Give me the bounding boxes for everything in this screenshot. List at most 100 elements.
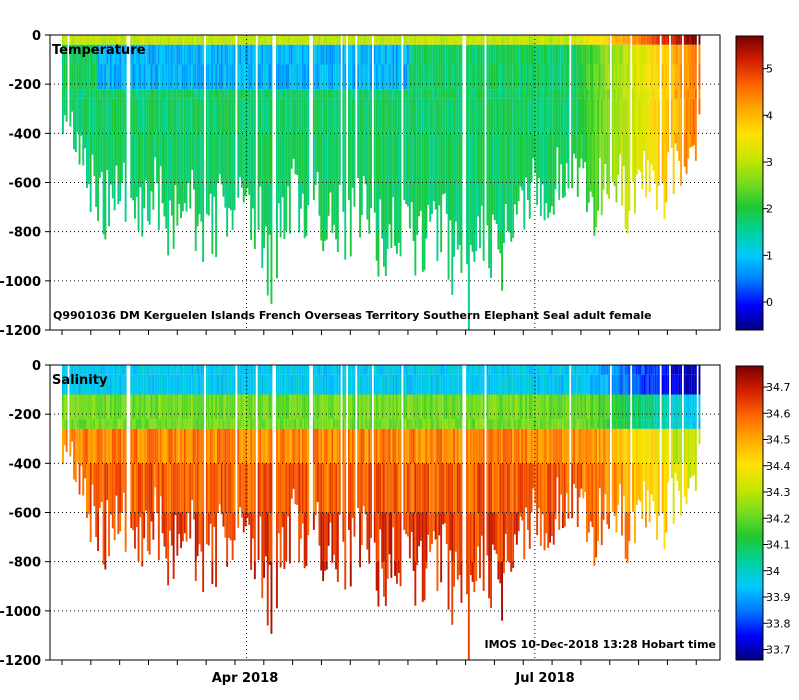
temperature-profile-segment	[455, 133, 457, 183]
salinity-profile-segment	[113, 512, 116, 541]
salinity-profile-segment	[143, 463, 146, 513]
salinity-profile-segment	[514, 365, 516, 375]
temperature-profile-segment	[407, 64, 409, 90]
salinity-profile-segment	[416, 428, 419, 464]
temperature-profile-segment	[338, 35, 341, 45]
temperature-profile-segment	[207, 35, 210, 45]
salinity-profile-segment	[305, 365, 308, 375]
salinity-profile-segment	[432, 428, 435, 464]
temperature-profile-segment	[486, 182, 489, 226]
temperature-profile-segment	[429, 35, 432, 45]
salinity-profile-segment	[650, 365, 653, 375]
temperature-profile-segment	[301, 98, 304, 134]
temperature-profile-segment	[222, 64, 225, 90]
temperature-profile-segment	[362, 64, 365, 90]
temperature-profile-segment	[82, 35, 85, 45]
salinity-profile-segment	[527, 374, 529, 395]
salinity-profile-segment	[392, 428, 395, 464]
salinity-profile-segment	[159, 394, 162, 420]
salinity-profile-segment	[336, 463, 339, 513]
temperature-profile-segment	[178, 98, 181, 134]
temperature-profile-segment	[324, 98, 326, 134]
temperature-profile-segment	[78, 64, 81, 90]
temperature-profile-segment	[562, 98, 564, 134]
temperature-profile-segment	[412, 182, 415, 232]
salinity-profile-segment	[242, 374, 245, 395]
salinity-profile-segment	[447, 394, 450, 420]
salinity-profile-segment	[229, 428, 232, 464]
temperature-profile-segment	[322, 133, 325, 183]
salinity-profile-segment	[626, 394, 629, 420]
salinity-profile-segment	[670, 419, 673, 429]
salinity-profile-segment	[469, 561, 472, 575]
salinity-profile-segment	[419, 374, 422, 395]
salinity-profile-segment	[244, 394, 247, 420]
temperature-profile-segment	[108, 182, 110, 227]
salinity-profile-segment	[434, 428, 437, 464]
salinity-profile-segment	[324, 365, 326, 375]
salinity-profile-segment	[554, 512, 557, 520]
temperature-profile-segment	[525, 64, 527, 90]
salinity-profile-segment	[135, 365, 138, 375]
salinity-profile-segment	[187, 512, 190, 514]
temperature-profile-segment	[209, 35, 212, 45]
salinity-profile-segment	[571, 463, 574, 513]
salinity-profile-segment	[689, 365, 692, 375]
temperature-profile-segment	[69, 35, 72, 45]
salinity-profile-segment	[482, 374, 485, 395]
salinity-profile-segment	[303, 419, 306, 429]
salinity-profile-segment	[134, 428, 136, 464]
salinity-profile-segment	[447, 428, 450, 464]
salinity-profile-segment	[499, 512, 502, 562]
temperature-profile-segment	[527, 98, 529, 134]
temperature-profile-segment	[137, 182, 140, 231]
temperature-profile-segment	[115, 98, 118, 134]
salinity-profile-segment	[377, 561, 380, 607]
temperature-profile-segment	[580, 89, 583, 99]
temperature-profile-segment	[394, 133, 396, 183]
temperature-profile-segment	[246, 89, 249, 99]
temperature-profile-segment	[621, 133, 623, 183]
salinity-profile-segment	[650, 374, 653, 395]
temperature-profile-segment	[71, 89, 74, 99]
temperature-profile-segment	[534, 133, 537, 174]
salinity-profile-segment	[600, 463, 603, 513]
temperature-profile-segment	[261, 182, 264, 232]
salinity-profile-segment	[351, 512, 354, 518]
temperature-profile-segment	[327, 89, 330, 99]
salinity-profile-segment	[229, 394, 232, 420]
salinity-profile-segment	[453, 428, 455, 464]
temperature-profile-segment	[508, 231, 511, 233]
salinity-profile-segment	[541, 512, 544, 515]
temperature-profile-segment	[248, 98, 251, 134]
temperature-profile-segment	[285, 64, 288, 90]
salinity-profile-segment	[303, 512, 306, 562]
salinity-profile-segment	[183, 374, 186, 395]
salinity-profile-segment	[397, 374, 400, 395]
salinity-profile-segment	[318, 394, 321, 420]
salinity-profile-segment	[189, 374, 192, 395]
temperature-profile-segment	[381, 64, 384, 90]
salinity-profile-segment	[270, 374, 273, 395]
temperature-profile-segment	[327, 133, 330, 183]
salinity-profile-segment	[209, 428, 212, 464]
temperature-profile-segment	[183, 182, 186, 204]
salinity-profile-segment	[193, 419, 195, 429]
salinity-profile-segment	[318, 428, 321, 464]
salinity-profile-segment	[434, 365, 437, 375]
salinity-profile-segment	[431, 428, 433, 464]
temperature-profile-segment	[488, 89, 491, 99]
temperature-profile-segment	[218, 35, 221, 45]
temperature-profile-segment	[135, 44, 138, 65]
temperature-profile-segment	[268, 44, 271, 65]
temperature-profile-segment	[613, 64, 616, 90]
salinity-profile-segment	[152, 365, 155, 375]
temperature-profile-segment	[414, 98, 417, 134]
salinity-profile-segment	[419, 419, 422, 429]
temperature-profile-segment	[683, 35, 686, 45]
temperature-profile-segment	[691, 133, 694, 147]
salinity-profile-segment	[119, 419, 122, 429]
temperature-profile-segment	[318, 44, 321, 65]
temperature-profile-segment	[604, 98, 607, 134]
y-tick-label: -600	[8, 177, 41, 192]
